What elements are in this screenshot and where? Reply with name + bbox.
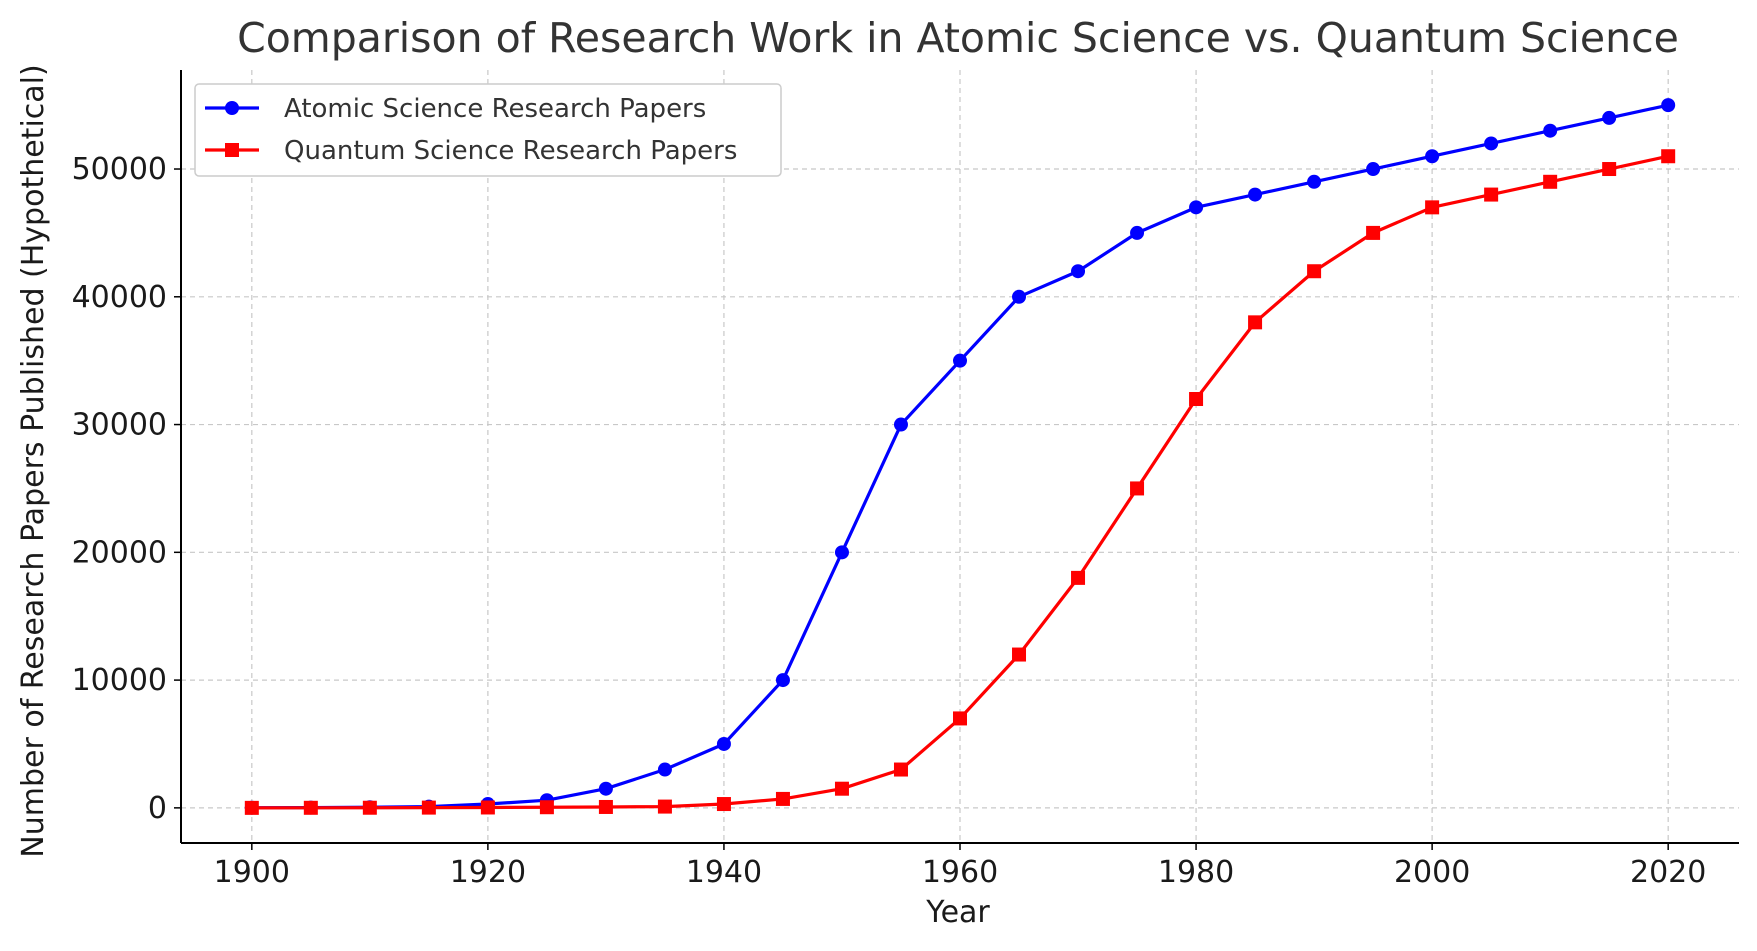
data-point-series-2 [1484,187,1499,202]
data-point-series-1 [1307,174,1322,189]
legend: Atomic Science Research Papers Quantum Sc… [194,83,782,177]
legend-marker-series-2 [225,143,239,157]
data-point-series-2 [716,797,731,812]
data-point-series-2 [1602,162,1617,177]
data-point-series-2 [1248,315,1263,330]
data-point-series-1 [1661,98,1676,113]
x-tick-label: 1940 [686,855,762,890]
data-point-series-2 [421,800,436,815]
data-point-series-1 [1071,264,1086,279]
data-point-series-2 [362,800,377,815]
y-axis-label: Number of Research Papers Published (Hyp… [16,64,51,857]
data-point-series-2 [1130,481,1145,496]
data-point-series-2 [775,791,790,806]
x-tick-label: 2020 [1630,855,1706,890]
data-point-series-2 [1189,392,1204,407]
x-axis-label: Year [925,895,990,930]
data-point-series-2 [1366,225,1381,240]
legend-entries: Atomic Science Research Papers Quantum Sc… [205,94,737,166]
data-point-series-1 [1602,110,1617,125]
series-layer [244,98,1676,815]
legend-label-series-1: Atomic Science Research Papers [284,94,706,124]
data-point-series-2 [1071,570,1086,585]
data-point-series-1 [1484,136,1499,151]
data-point-series-2 [244,800,259,815]
legend-label-series-2: Quantum Science Research Papers [284,136,737,166]
x-tick-label: 1960 [922,855,998,890]
data-point-series-1 [598,781,613,796]
y-tick-label: 20000 [72,535,167,570]
data-point-series-2 [953,711,967,726]
data-point-series-2 [1307,264,1322,279]
data-point-series-2 [1661,149,1676,164]
data-point-series-2 [480,800,495,815]
data-point-series-2 [303,800,318,815]
data-point-series-2 [1012,647,1027,662]
grid-lines [181,70,1739,843]
data-point-series-1 [1012,289,1027,304]
data-point-series-1 [1248,187,1263,202]
data-point-series-1 [1366,162,1381,177]
data-point-series-2 [539,800,554,815]
x-tick-label: 2000 [1394,855,1470,890]
data-point-series-2 [598,799,613,814]
x-axis-ticks: 1900 1920 1940 1960 1980 2000 2020 [214,843,1706,890]
x-tick-label: 1900 [214,855,290,890]
y-tick-label: 10000 [72,663,167,698]
data-point-series-2 [893,762,908,777]
data-point-series-1 [893,417,908,432]
legend-marker-series-1 [225,101,239,115]
y-tick-label: 40000 [72,280,167,315]
x-tick-label: 1920 [450,855,526,890]
data-point-series-1 [1425,149,1440,164]
data-point-series-1 [834,545,849,560]
y-axis-ticks: 0 10000 20000 30000 40000 50000 [72,152,181,826]
data-point-series-2 [1425,200,1440,215]
data-point-series-1 [1130,225,1145,240]
y-tick-label: 30000 [72,408,167,443]
data-point-series-2 [657,799,672,814]
y-tick-label: 0 [148,791,167,826]
y-tick-label: 50000 [72,152,167,187]
data-point-series-1 [657,762,672,777]
chart-title: Comparison of Research Work in Atomic Sc… [237,14,1679,62]
data-point-series-1 [775,673,790,688]
legend-frame [194,83,782,177]
data-point-series-2 [834,781,849,796]
data-point-series-1 [1543,123,1558,138]
data-point-series-1 [716,736,731,751]
data-point-series-2 [1543,174,1558,189]
data-point-series-1 [953,353,967,368]
data-point-series-1 [1189,200,1204,215]
x-tick-label: 1980 [1158,855,1234,890]
